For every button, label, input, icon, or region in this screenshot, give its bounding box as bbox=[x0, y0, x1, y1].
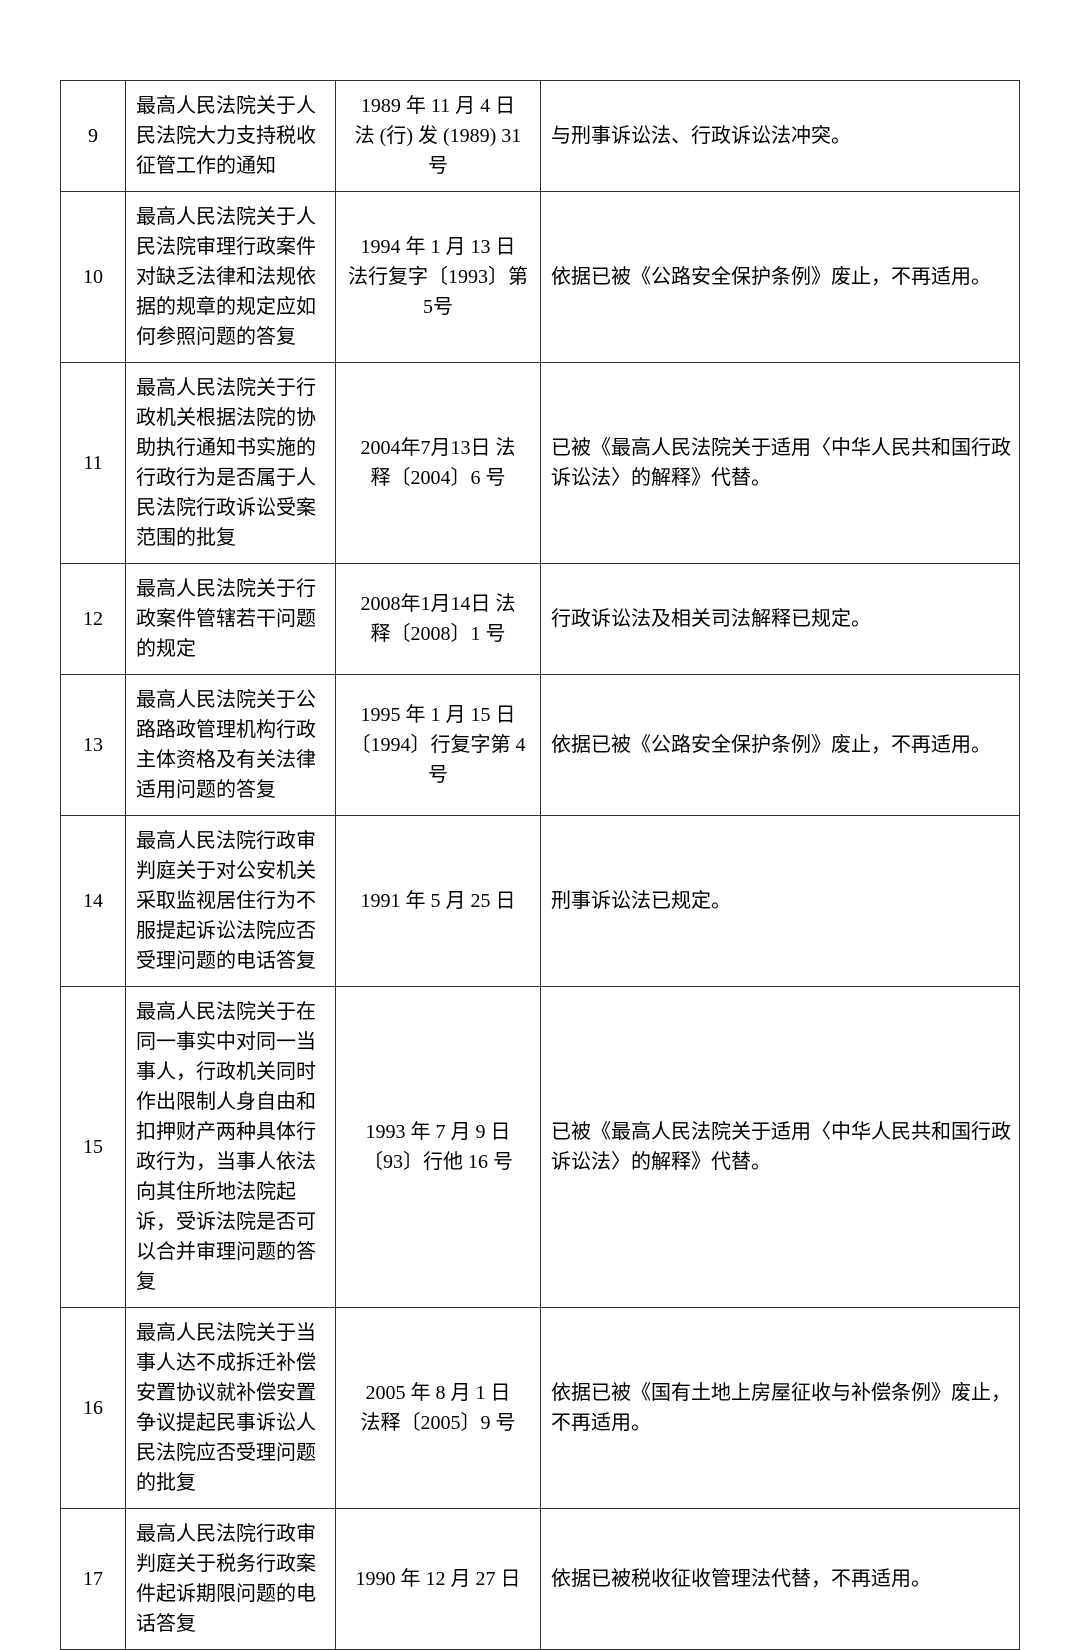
abolish-reason: 依据已被《公路安全保护条例》废止，不再适用。 bbox=[541, 675, 1020, 816]
document-date: 1989 年 11 月 4 日 法 (行) 发 (1989) 31 号 bbox=[336, 81, 541, 192]
document-title: 最高人民法院关于当事人达不成拆迁补偿安置协议就补偿安置争议提起民事诉讼人民法院应… bbox=[126, 1308, 336, 1509]
abolish-reason: 刑事诉讼法已规定。 bbox=[541, 816, 1020, 987]
legal-documents-table: 9 最高人民法院关于人民法院大力支持税收征管工作的通知 1989 年 11 月 … bbox=[60, 80, 1020, 1650]
table-row: 15 最高人民法院关于在同一事实中对同一当事人，行政机关同时作出限制人身自由和扣… bbox=[61, 987, 1020, 1308]
document-title: 最高人民法院行政审判庭关于对公安机关采取监视居住行为不服提起诉讼法院应否受理问题… bbox=[126, 816, 336, 987]
document-title: 最高人民法院行政审判庭关于税务行政案件起诉期限问题的电话答复 bbox=[126, 1509, 336, 1650]
table-body: 9 最高人民法院关于人民法院大力支持税收征管工作的通知 1989 年 11 月 … bbox=[61, 81, 1020, 1650]
abolish-reason: 依据已被《国有土地上房屋征收与补偿条例》废止，不再适用。 bbox=[541, 1308, 1020, 1509]
table-row: 16 最高人民法院关于当事人达不成拆迁补偿安置协议就补偿安置争议提起民事诉讼人民… bbox=[61, 1308, 1020, 1509]
abolish-reason: 与刑事诉讼法、行政诉讼法冲突。 bbox=[541, 81, 1020, 192]
date-line-1: 2004年7月13日 法 bbox=[344, 433, 532, 463]
document-date: 2008年1月14日 法 释〔2008〕1 号 bbox=[336, 564, 541, 675]
abolish-reason: 依据已被税收征收管理法代替，不再适用。 bbox=[541, 1509, 1020, 1650]
date-line-2: 释〔2008〕1 号 bbox=[344, 619, 532, 649]
row-number: 16 bbox=[61, 1308, 126, 1509]
date-line-1: 1993 年 7 月 9 日 bbox=[344, 1117, 532, 1147]
document-title: 最高人民法院关于人民法院大力支持税收征管工作的通知 bbox=[126, 81, 336, 192]
date-line-1: 1994 年 1 月 13 日 bbox=[344, 232, 532, 262]
table-row: 11 最高人民法院关于行政机关根据法院的协助执行通知书实施的行政行为是否属于人民… bbox=[61, 363, 1020, 564]
document-date: 1995 年 1 月 15 日 〔1994〕行复字第 4 号 bbox=[336, 675, 541, 816]
document-title: 最高人民法院关于在同一事实中对同一当事人，行政机关同时作出限制人身自由和扣押财产… bbox=[126, 987, 336, 1308]
document-date: 2004年7月13日 法 释〔2004〕6 号 bbox=[336, 363, 541, 564]
abolish-reason: 已被《最高人民法院关于适用〈中华人民共和国行政诉讼法〉的解释》代替。 bbox=[541, 987, 1020, 1308]
table-row: 9 最高人民法院关于人民法院大力支持税收征管工作的通知 1989 年 11 月 … bbox=[61, 81, 1020, 192]
row-number: 12 bbox=[61, 564, 126, 675]
document-title: 最高人民法院关于公路路政管理机构行政主体资格及有关法律适用问题的答复 bbox=[126, 675, 336, 816]
table-row: 13 最高人民法院关于公路路政管理机构行政主体资格及有关法律适用问题的答复 19… bbox=[61, 675, 1020, 816]
date-line-1: 2008年1月14日 法 bbox=[344, 589, 532, 619]
document-date: 1990 年 12 月 27 日 bbox=[336, 1509, 541, 1650]
row-number: 14 bbox=[61, 816, 126, 987]
row-number: 11 bbox=[61, 363, 126, 564]
document-date: 1991 年 5 月 25 日 bbox=[336, 816, 541, 987]
date-line-2: 法行复字〔1993〕第5号 bbox=[344, 262, 532, 322]
date-line-1: 1990 年 12 月 27 日 bbox=[344, 1564, 532, 1594]
date-line-1: 1991 年 5 月 25 日 bbox=[344, 886, 532, 916]
table-row: 17 最高人民法院行政审判庭关于税务行政案件起诉期限问题的电话答复 1990 年… bbox=[61, 1509, 1020, 1650]
table-row: 14 最高人民法院行政审判庭关于对公安机关采取监视居住行为不服提起诉讼法院应否受… bbox=[61, 816, 1020, 987]
row-number: 15 bbox=[61, 987, 126, 1308]
document-date: 2005 年 8 月 1 日 法释〔2005〕9 号 bbox=[336, 1308, 541, 1509]
date-line-2: 〔1994〕行复字第 4 号 bbox=[344, 730, 532, 790]
date-line-1: 1989 年 11 月 4 日 bbox=[344, 91, 532, 121]
document-title: 最高人民法院关于行政机关根据法院的协助执行通知书实施的行政行为是否属于人民法院行… bbox=[126, 363, 336, 564]
table-row: 10 最高人民法院关于人民法院审理行政案件对缺乏法律和法规依据的规章的规定应如何… bbox=[61, 192, 1020, 363]
table-row: 12 最高人民法院关于行政案件管辖若干问题的规定 2008年1月14日 法 释〔… bbox=[61, 564, 1020, 675]
abolish-reason: 依据已被《公路安全保护条例》废止，不再适用。 bbox=[541, 192, 1020, 363]
abolish-reason: 行政诉讼法及相关司法解释已规定。 bbox=[541, 564, 1020, 675]
abolish-reason: 已被《最高人民法院关于适用〈中华人民共和国行政诉讼法〉的解释》代替。 bbox=[541, 363, 1020, 564]
row-number: 13 bbox=[61, 675, 126, 816]
date-line-2: 释〔2004〕6 号 bbox=[344, 463, 532, 493]
document-title: 最高人民法院关于行政案件管辖若干问题的规定 bbox=[126, 564, 336, 675]
date-line-1: 1995 年 1 月 15 日 bbox=[344, 700, 532, 730]
document-title: 最高人民法院关于人民法院审理行政案件对缺乏法律和法规依据的规章的规定应如何参照问… bbox=[126, 192, 336, 363]
row-number: 17 bbox=[61, 1509, 126, 1650]
date-line-2: 法释〔2005〕9 号 bbox=[344, 1408, 532, 1438]
document-date: 1993 年 7 月 9 日 〔93〕行他 16 号 bbox=[336, 987, 541, 1308]
date-line-2: 法 (行) 发 (1989) 31 号 bbox=[344, 121, 532, 181]
row-number: 9 bbox=[61, 81, 126, 192]
date-line-1: 2005 年 8 月 1 日 bbox=[344, 1378, 532, 1408]
row-number: 10 bbox=[61, 192, 126, 363]
date-line-2: 〔93〕行他 16 号 bbox=[344, 1147, 532, 1177]
document-date: 1994 年 1 月 13 日 法行复字〔1993〕第5号 bbox=[336, 192, 541, 363]
